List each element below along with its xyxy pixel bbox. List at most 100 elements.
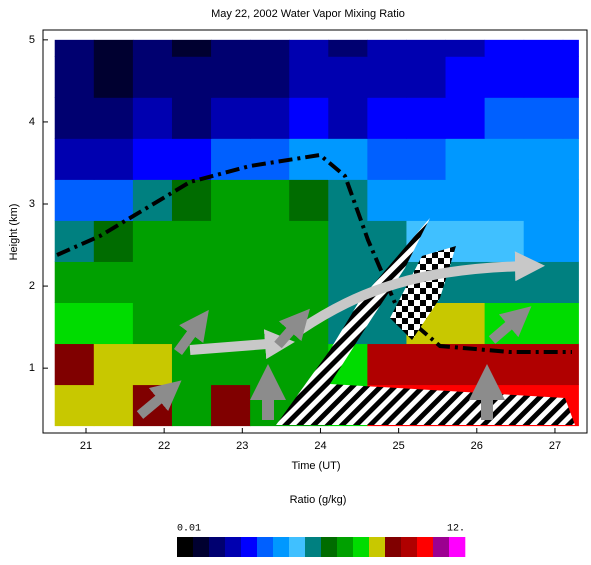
heat-cell	[524, 56, 564, 98]
heat-cell	[133, 56, 173, 98]
arrow	[190, 343, 280, 350]
heat-cell	[211, 97, 251, 139]
heat-cell	[406, 40, 446, 57]
heat-cell	[563, 40, 579, 57]
heat-cell	[94, 179, 134, 221]
heat-cell	[211, 179, 251, 221]
x-tick-label: 25	[393, 440, 405, 452]
heat-cell	[133, 220, 173, 262]
heat-cell	[485, 220, 525, 262]
y-tick-label: 2	[29, 280, 35, 292]
heat-cell	[250, 97, 290, 139]
heat-cell	[446, 56, 486, 98]
heat-cell	[172, 97, 212, 139]
heat-cell	[289, 179, 329, 221]
heat-cell	[367, 56, 407, 98]
colorbar-swatch	[449, 537, 465, 557]
heat-cell	[446, 302, 486, 344]
heat-cell	[133, 261, 173, 303]
heat-cell	[211, 40, 251, 57]
heat-cell	[524, 179, 564, 221]
heat-cell	[367, 344, 407, 386]
heat-cell	[563, 220, 579, 262]
heat-cell	[485, 56, 525, 98]
heat-cell	[328, 97, 368, 139]
heat-cell	[94, 344, 134, 386]
colorbar-swatch	[193, 537, 209, 557]
heat-cell	[406, 138, 446, 180]
heat-cell	[94, 138, 134, 180]
heat-cell	[250, 220, 290, 262]
heat-cell	[250, 179, 290, 221]
heat-cell	[55, 138, 95, 180]
x-tick-label: 21	[80, 440, 92, 452]
heat-cell	[563, 138, 579, 180]
heat-cell	[406, 56, 446, 98]
heat-cell	[55, 179, 95, 221]
heat-cell	[94, 56, 134, 98]
x-tick-label: 23	[236, 440, 248, 452]
heat-cell	[94, 97, 134, 139]
colorbar-swatch	[321, 537, 337, 557]
heat-cell	[172, 261, 212, 303]
heat-cell	[485, 179, 525, 221]
heat-cell	[446, 179, 486, 221]
x-tick-label: 27	[549, 440, 561, 452]
heat-cell	[446, 40, 486, 57]
heat-cell	[367, 97, 407, 139]
heat-cell	[172, 56, 212, 98]
heat-cell	[524, 138, 564, 180]
heat-cell	[94, 261, 134, 303]
heat-cell	[406, 179, 446, 221]
heat-cell	[94, 40, 134, 57]
heat-cell	[172, 138, 212, 180]
heat-cell	[211, 261, 251, 303]
colorbar-swatch	[257, 537, 273, 557]
colorbar-swatch	[273, 537, 289, 557]
heat-cell	[250, 56, 290, 98]
heat-cell	[485, 40, 525, 57]
colorbar-swatch	[369, 537, 385, 557]
x-tick-label: 22	[158, 440, 170, 452]
heat-cell	[446, 138, 486, 180]
heat-cell	[328, 138, 368, 180]
colorbar-swatch	[225, 537, 241, 557]
heat-cell	[94, 302, 134, 344]
y-tick-label: 4	[29, 116, 35, 128]
x-tick-label: 26	[471, 440, 483, 452]
colorbar-swatch	[305, 537, 321, 557]
colorbar-swatch	[353, 537, 369, 557]
heat-cell	[367, 138, 407, 180]
heat-cell	[406, 344, 446, 386]
heat-cell	[563, 344, 579, 386]
heat-cell	[133, 40, 173, 57]
colorbar-swatch	[401, 537, 417, 557]
heat-cell	[524, 220, 564, 262]
colorbar-swatch	[289, 537, 305, 557]
heat-cell	[55, 261, 95, 303]
colorbar-label: Ratio (g/kg)	[290, 494, 347, 506]
heat-cell	[55, 385, 95, 427]
heat-cell	[55, 40, 95, 57]
heat-cell	[211, 220, 251, 262]
heat-cell	[524, 302, 564, 344]
heat-cell	[485, 97, 525, 139]
colorbar-swatch	[417, 537, 433, 557]
heat-cell	[563, 302, 579, 344]
heat-cell	[328, 40, 368, 57]
colorbar-swatch	[433, 537, 449, 557]
x-axis-label: Time (UT)	[291, 460, 340, 472]
heat-cell	[133, 97, 173, 139]
heat-cell	[211, 56, 251, 98]
heat-cell	[211, 138, 251, 180]
heat-cell	[172, 179, 212, 221]
heat-cell	[563, 56, 579, 98]
heat-cell	[94, 385, 134, 427]
colorbar-swatch	[241, 537, 257, 557]
heat-cell	[328, 56, 368, 98]
heat-cell	[172, 385, 212, 427]
heat-cell	[289, 220, 329, 262]
heat-cell	[289, 56, 329, 98]
y-axis-label: Height (km)	[8, 204, 20, 261]
heat-cell	[133, 344, 173, 386]
